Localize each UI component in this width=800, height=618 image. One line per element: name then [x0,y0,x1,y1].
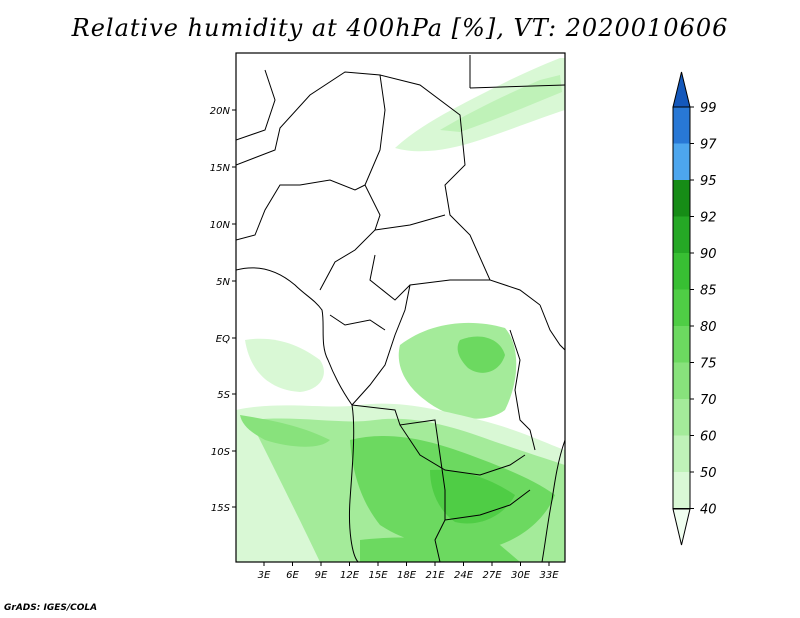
border-south-2 [399,424,526,476]
colorbar-level-label: 85 [700,284,717,299]
colorbar-level-label: 90 [700,247,717,262]
lon-label: 9E [315,570,328,581]
colorbar-level-label: 40 [700,503,717,518]
lon-label: 18E [397,570,417,581]
colorbar-segment [673,472,690,509]
border-east-lakes [509,329,536,451]
colorbar-level-label: 99 [700,101,717,116]
lon-label: 6E [286,570,299,581]
border-sahara-north [236,71,386,291]
lat-label: 15N [210,163,231,174]
humidity-area-northeast-core [440,75,562,132]
colorbar-level-label: 60 [700,430,717,445]
lon-label: 27E [482,570,502,581]
colorbar-segment [673,107,690,144]
longitude-axis: 3E 6E 9E 12E 15E 18E 21E 24E 27E 30E 33E [258,562,559,581]
grads-credit: GrADS: IGES/COLA [4,603,98,613]
coastline-east [541,439,565,562]
colorbar-segment [673,253,690,290]
colorbar-segment [673,289,690,326]
colorbar-level-label: 50 [700,466,717,481]
colorbar-level-label: 75 [700,357,717,372]
colorbar-segment [673,143,690,180]
humidity-area-south-bottom [360,537,520,562]
humidity-area-southwest-streak [240,415,330,447]
lat-label: 20N [210,106,231,117]
colorbar-segment [673,326,690,363]
colorbar-level-label: 92 [700,211,717,226]
colorbar-level-label: 80 [700,320,717,335]
border-east-2 [539,304,565,351]
colorbar-level-label: 97 [700,138,717,153]
border-congo-2 [329,314,386,331]
humidity-area-congo-core [457,336,505,373]
colorbar: 99 97 95 92 90 85 80 75 70 60 50 40 [672,71,717,546]
lat-label: 10N [210,220,231,231]
colorbar-bottom-arrow [672,508,691,546]
map-frame [235,52,566,563]
lat-label: EQ [216,334,230,345]
border-northwest [236,69,276,141]
lat-label: 15S [211,503,231,514]
humidity-area-gulf [245,338,324,392]
colorbar-segment [673,180,690,217]
coastline-west [236,267,359,562]
border-south-3 [444,489,531,521]
colorbar-segment [673,362,690,399]
colorbar-outline [672,106,691,509]
lon-label: 33E [539,570,559,581]
lon-label: 30E [511,570,531,581]
humidity-shading [236,58,565,562]
lon-label: 24E [454,570,474,581]
border-congo-1 [351,284,411,406]
lon-label: 21E [425,570,445,581]
lat-label: 5N [216,277,230,288]
lat-label: 10S [211,447,231,458]
lon-label: 12E [340,570,360,581]
border-north-east [469,84,565,89]
border-west-africa [236,179,366,241]
colorbar-segment [673,435,690,472]
lon-label: 3E [258,570,271,581]
border-east-1 [379,74,541,306]
colorbar-segment [673,399,690,436]
humidity-area-northeast-band [395,58,565,152]
border-central-1 [374,214,446,231]
border-south-1 [351,404,446,562]
border-central-2 [369,254,490,301]
map-title: Relative humidity at 400hPa [%], VT: 202… [71,14,729,42]
latitude-axis: 20N 15N 10N 5N EQ 5S 10S 15S [210,106,236,514]
colorbar-level-label: 70 [700,393,717,408]
country-borders [236,55,565,562]
lat-label: 5S [217,390,230,401]
colorbar-top-arrow [672,71,691,108]
lon-label: 15E [368,570,388,581]
colorbar-level-label: 95 [700,174,717,189]
colorbar-segment [673,216,690,253]
